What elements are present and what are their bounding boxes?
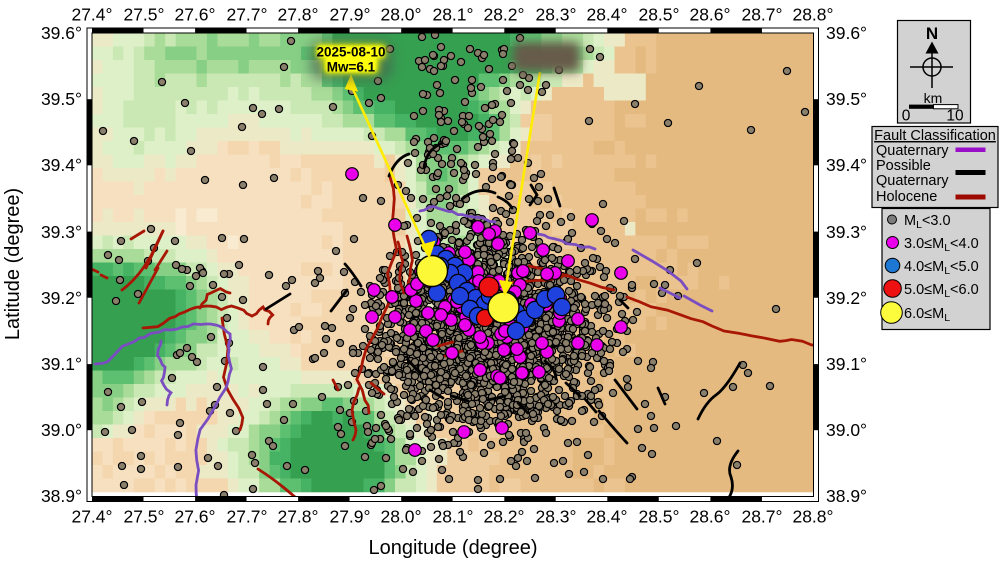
svg-text:5.0≤ML<6.0: 5.0≤ML<6.0 [904, 282, 979, 300]
svg-text:km: km [924, 90, 943, 106]
svg-text:39.2°: 39.2° [826, 288, 867, 308]
svg-text:27.9°: 27.9° [329, 5, 370, 25]
svg-text:Quaternary: Quaternary [876, 173, 949, 189]
svg-text:2025-08-10: 2025-08-10 [316, 45, 385, 60]
svg-text:39.1°: 39.1° [826, 354, 867, 374]
svg-text:4.0≤ML<5.0: 4.0≤ML<5.0 [904, 259, 979, 277]
svg-text:28.1°: 28.1° [432, 507, 473, 527]
svg-text:39.4°: 39.4° [826, 155, 867, 175]
svg-text:Quaternary: Quaternary [876, 143, 949, 159]
svg-text:28.3°: 28.3° [535, 507, 576, 527]
svg-text:ML<3.0: ML<3.0 [904, 213, 951, 231]
svg-text:Possible: Possible [876, 158, 931, 174]
svg-text:28.4°: 28.4° [586, 5, 627, 25]
svg-text:Holocene: Holocene [876, 189, 937, 205]
svg-text:Mw=6.1: Mw=6.1 [327, 60, 376, 75]
svg-text:39.0°: 39.0° [826, 420, 867, 440]
svg-text:28.2°: 28.2° [483, 507, 524, 527]
svg-text:27.4°: 27.4° [71, 507, 112, 527]
svg-text:27.6°: 27.6° [174, 5, 215, 25]
svg-text:39.6°: 39.6° [826, 23, 867, 43]
svg-text:28.0°: 28.0° [380, 507, 421, 527]
svg-text:27.6°: 27.6° [174, 507, 215, 527]
svg-text:27.7°: 27.7° [226, 507, 267, 527]
svg-text:38.9°: 38.9° [41, 486, 82, 506]
svg-text:38.9°: 38.9° [826, 486, 867, 506]
svg-text:39.6°: 39.6° [41, 23, 82, 43]
svg-text:39.2°: 39.2° [41, 288, 82, 308]
svg-text:39.3°: 39.3° [41, 222, 82, 242]
svg-text:28.4°: 28.4° [586, 507, 627, 527]
svg-text:39.5°: 39.5° [826, 89, 867, 109]
svg-text:28.8°: 28.8° [792, 507, 833, 527]
svg-text:27.9°: 27.9° [329, 507, 370, 527]
svg-text:28.0°: 28.0° [380, 5, 421, 25]
svg-text:27.5°: 27.5° [123, 507, 164, 527]
svg-text:28.6°: 28.6° [689, 507, 730, 527]
svg-text:28.8°: 28.8° [792, 5, 833, 25]
svg-text:6.0≤ML: 6.0≤ML [904, 306, 950, 324]
svg-text:27.8°: 27.8° [277, 507, 318, 527]
svg-text:27.7°: 27.7° [226, 5, 267, 25]
svg-text:28.3°: 28.3° [535, 5, 576, 25]
svg-text:27.4°: 27.4° [71, 5, 112, 25]
svg-text:27.8°: 27.8° [277, 5, 318, 25]
svg-text:N: N [926, 24, 938, 43]
svg-text:39.4°: 39.4° [41, 155, 82, 175]
svg-text:0: 0 [902, 108, 911, 125]
svg-text:28.2°: 28.2° [483, 5, 524, 25]
svg-text:Longitude (degree): Longitude (degree) [368, 537, 537, 559]
svg-text:28.1°: 28.1° [432, 5, 473, 25]
svg-text:27.5°: 27.5° [123, 5, 164, 25]
svg-text:28.6°: 28.6° [689, 5, 730, 25]
svg-text:3.0≤ML<4.0: 3.0≤ML<4.0 [904, 236, 979, 254]
svg-text:39.3°: 39.3° [826, 222, 867, 242]
svg-text:Latitude (degree): Latitude (degree) [2, 188, 24, 340]
svg-text:Fault Classification: Fault Classification [874, 128, 996, 144]
svg-text:39.0°: 39.0° [41, 420, 82, 440]
svg-text:28.7°: 28.7° [741, 5, 782, 25]
svg-text:10: 10 [946, 108, 964, 125]
svg-text:28.5°: 28.5° [638, 507, 679, 527]
svg-text:28.5°: 28.5° [638, 5, 679, 25]
svg-text:39.1°: 39.1° [41, 354, 82, 374]
svg-text:28.7°: 28.7° [741, 507, 782, 527]
svg-text:39.5°: 39.5° [41, 89, 82, 109]
